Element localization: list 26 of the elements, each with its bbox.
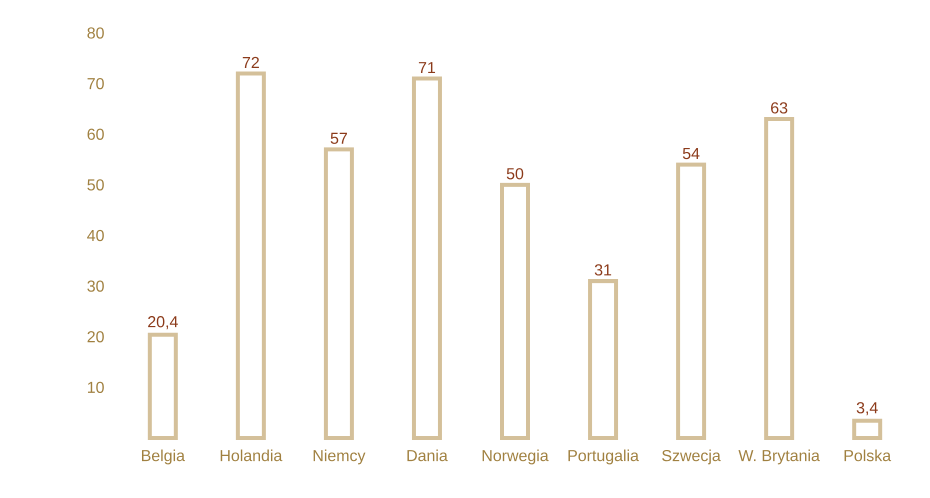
data-label: 50 xyxy=(506,168,524,180)
y-tick-label: 20 xyxy=(88,331,104,342)
data-label: 71 xyxy=(418,62,436,74)
data-label: 54 xyxy=(682,148,700,160)
data-label: 20,4 xyxy=(148,316,178,330)
data-label: 72 xyxy=(242,56,259,68)
x-tick-label: W. Brytania xyxy=(738,450,820,464)
x-tick-label: Belgia xyxy=(142,450,185,464)
y-tick-label: 80 xyxy=(87,27,104,39)
y-tick-label: 50 xyxy=(87,179,104,191)
x-tick-label: Holandia xyxy=(220,450,282,462)
y-tick-label: 30 xyxy=(87,280,104,292)
x-tick-label: Dania xyxy=(407,450,448,462)
y-tick-label: 70 xyxy=(88,78,104,90)
x-tick-label: Niemcy xyxy=(314,450,366,464)
data-label: 3,4 xyxy=(856,402,878,416)
y-tick-label: 40 xyxy=(87,230,104,242)
x-tick-label: Polska xyxy=(844,450,892,462)
y-tick-label: 60 xyxy=(88,128,104,140)
x-tick-label: Norwegia xyxy=(482,450,549,464)
y-tick-label: 10 xyxy=(88,382,104,394)
x-tick-label: Portugalia xyxy=(568,450,639,464)
x-tick-label: Szwecja xyxy=(662,450,721,464)
data-label: 31 xyxy=(594,264,612,276)
data-label: 57 xyxy=(330,132,347,144)
data-label: 63 xyxy=(771,102,788,114)
